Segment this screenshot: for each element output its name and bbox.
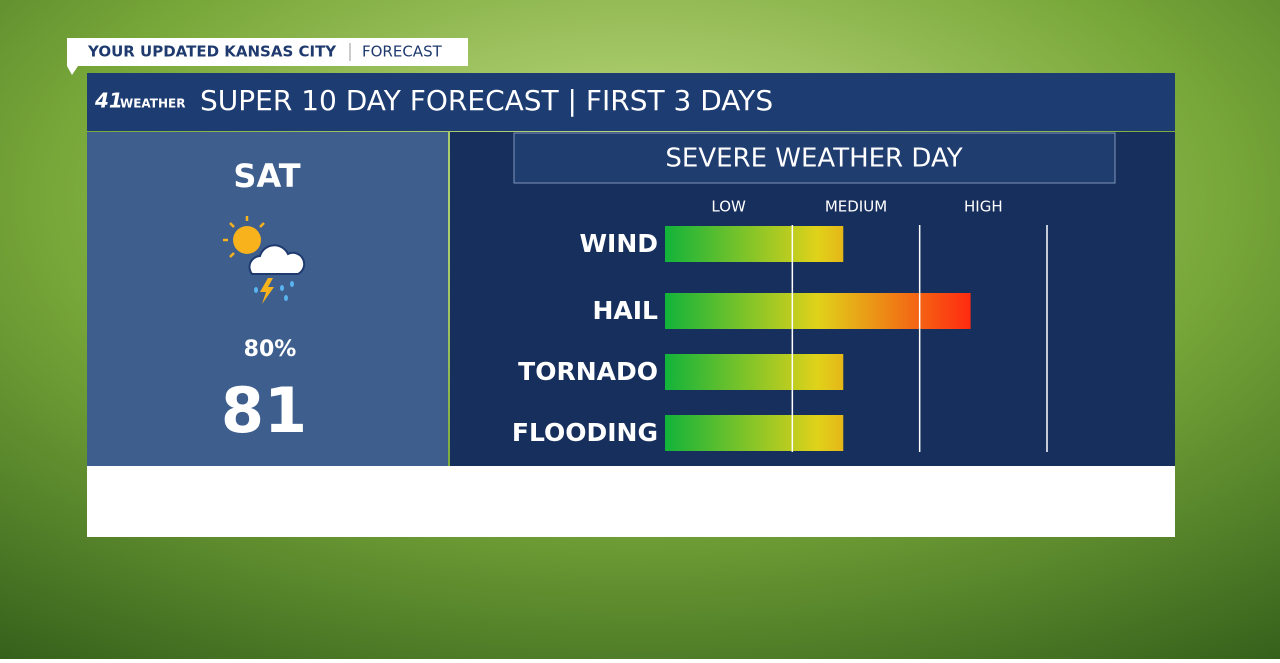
x-tick-label: MEDIUM — [825, 198, 887, 216]
tag — [67, 38, 468, 66]
precip: 80% — [244, 337, 297, 362]
bar — [665, 293, 971, 329]
category-label: TORNADO — [518, 357, 658, 386]
chart-title-box — [513, 132, 1116, 184]
bar — [665, 354, 844, 390]
logo-number: 41 — [94, 89, 123, 113]
tag-right: FORECAST — [362, 43, 443, 61]
temp: 81 — [221, 374, 307, 447]
chart-title: SEVERE WEATHER DAY — [665, 144, 962, 174]
x-tick-label: LOW — [711, 198, 746, 216]
day: SAT — [233, 157, 300, 195]
bottom-panel — [87, 466, 1175, 537]
tag-pointer — [67, 66, 78, 75]
weather-icon — [223, 216, 306, 304]
category-label: WIND — [579, 229, 658, 258]
bar — [665, 415, 844, 451]
category-label: HAIL — [592, 296, 658, 325]
title: SUPER 10 DAY FORECAST | FIRST 3 DAYS — [200, 84, 773, 117]
day-panel — [87, 132, 448, 466]
bar — [665, 226, 844, 262]
x-tick-label: HIGH — [964, 198, 1003, 216]
title-bar — [87, 73, 1175, 131]
tag-left: YOUR UPDATED KANSAS CITY — [87, 43, 337, 61]
logo-text: WEATHER — [120, 97, 185, 111]
category-label: FLOODING — [512, 418, 658, 447]
